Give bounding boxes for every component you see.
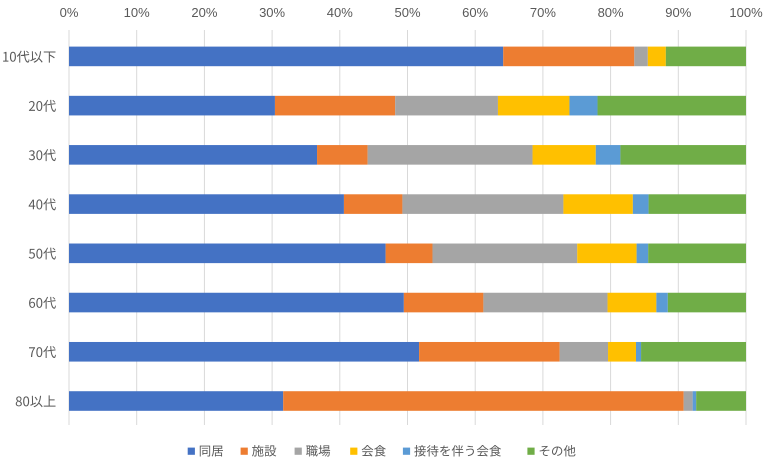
svg-text:70%: 70%	[530, 5, 556, 20]
svg-text:30%: 30%	[259, 5, 285, 20]
svg-text:20%: 20%	[191, 5, 217, 20]
svg-text:0%: 0%	[60, 5, 79, 20]
svg-text:60%: 60%	[462, 5, 488, 20]
svg-text:50%: 50%	[394, 5, 420, 20]
svg-text:10%: 10%	[124, 5, 150, 20]
svg-text:80%: 80%	[598, 5, 624, 20]
svg-text:100%: 100%	[729, 5, 763, 20]
svg-text:90%: 90%	[665, 5, 691, 20]
svg-text:40%: 40%	[327, 5, 353, 20]
